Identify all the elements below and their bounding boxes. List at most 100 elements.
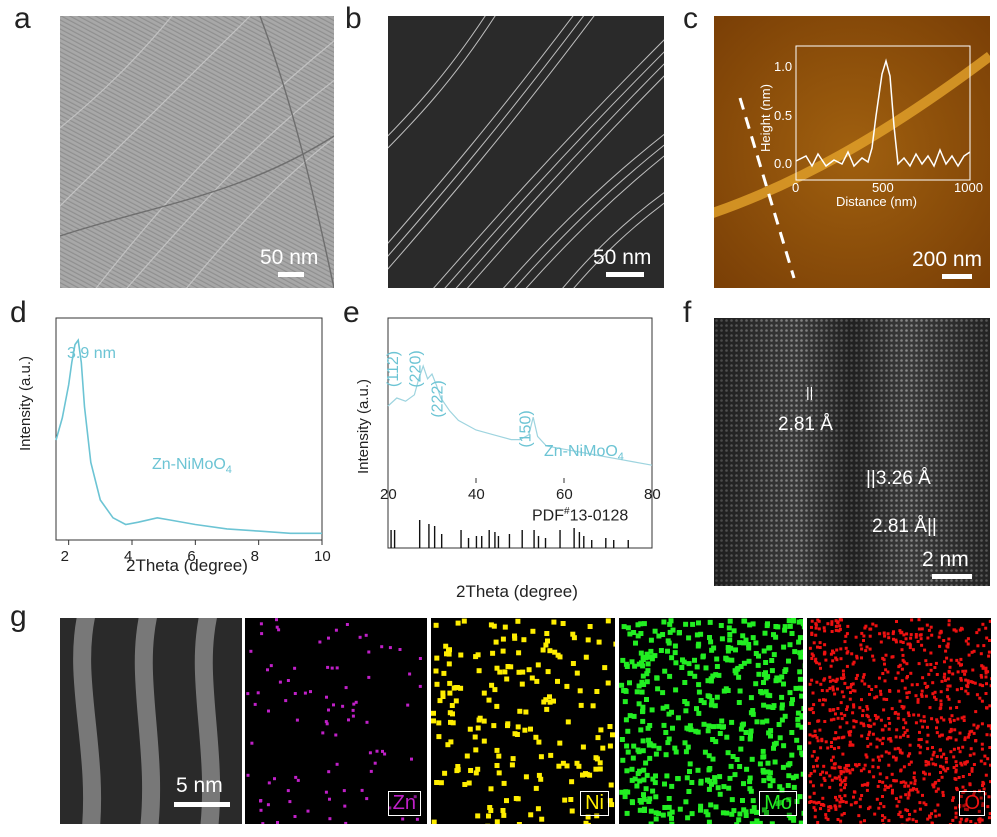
eds-dot — [858, 805, 862, 809]
eds-dot — [828, 785, 832, 789]
eds-dot — [436, 720, 442, 726]
eds-dot — [832, 651, 836, 655]
eds-dot — [834, 795, 837, 799]
eds-dot — [773, 624, 779, 629]
eds-dot — [894, 779, 898, 783]
eds-dot — [896, 746, 900, 750]
eds-dot — [788, 815, 794, 821]
eds-dot — [872, 775, 876, 779]
chart-e-annotation-pdf: PDF#13-0128 — [532, 506, 629, 525]
eds-dot — [701, 721, 707, 727]
eds-dot — [865, 737, 869, 740]
eds-dot — [989, 684, 991, 688]
eds-dot — [725, 648, 731, 654]
eds-dot — [481, 718, 487, 724]
eds-dot — [980, 722, 984, 726]
eds-dot — [663, 752, 669, 758]
eds-dot — [492, 687, 498, 693]
eds-dot — [834, 624, 838, 628]
eds-dot — [703, 665, 709, 671]
eds-dot — [797, 685, 803, 691]
eds-dot — [988, 639, 991, 642]
eds-dot — [889, 739, 893, 743]
eds-dot — [939, 690, 943, 694]
eds-dot — [815, 764, 819, 768]
eds-dot — [738, 746, 744, 752]
eds-dot — [650, 788, 656, 794]
eds-dot — [871, 654, 875, 658]
eds-dot — [966, 642, 970, 646]
eds-dot — [921, 725, 925, 729]
eds-dot — [605, 680, 611, 686]
eds-dot — [850, 652, 854, 656]
eds-dot — [779, 674, 785, 680]
eds-dot — [789, 701, 795, 707]
eds-dot — [667, 629, 673, 635]
eds-dot — [325, 722, 329, 726]
eds-dot — [767, 770, 773, 776]
eds-dot — [324, 790, 328, 794]
eds-dot — [587, 624, 593, 629]
eds-dot — [796, 619, 802, 625]
eds-dot — [449, 703, 455, 708]
eds-dot — [651, 743, 657, 749]
eds-dot — [851, 743, 855, 747]
eds-dot — [907, 690, 911, 694]
eds-dot — [929, 651, 933, 655]
eds-dot — [901, 658, 905, 662]
eds-dot — [845, 767, 849, 771]
eds-dot — [809, 780, 813, 784]
eds-dot — [851, 689, 855, 693]
eds-dot — [707, 766, 713, 771]
eds-dot — [848, 733, 852, 737]
eds-dot — [332, 703, 335, 707]
eds-dot — [807, 721, 811, 725]
eds-dot — [902, 733, 906, 737]
eds-dot — [733, 647, 738, 653]
eds-dot — [949, 736, 953, 740]
eds-dot — [754, 809, 759, 815]
eds-dot — [765, 760, 771, 766]
eds-dot — [793, 773, 799, 779]
eds-dot — [951, 818, 955, 822]
eds-dot — [865, 705, 869, 708]
eds-dot — [373, 761, 377, 765]
eds-dot — [973, 790, 976, 794]
eds-dot — [947, 637, 951, 641]
eds-dot — [787, 642, 793, 648]
eds-dot — [821, 770, 825, 774]
eds-dot — [781, 681, 786, 687]
eds-dot — [648, 808, 654, 814]
eds-dot — [844, 776, 848, 780]
eds-dot — [494, 747, 500, 753]
eds-dot — [884, 653, 888, 657]
eds-dot — [882, 631, 886, 635]
eds-dot — [939, 699, 943, 703]
eds-dot — [887, 751, 891, 755]
eds-dot — [335, 762, 339, 766]
eds-dot — [705, 812, 711, 818]
eds-dot — [261, 822, 265, 824]
eds-dot — [543, 697, 549, 703]
eds-dot — [980, 675, 984, 679]
eds-dot — [839, 788, 843, 792]
eds-dot — [853, 689, 857, 693]
eds-dot — [698, 803, 704, 809]
scale-bar-b — [606, 272, 644, 277]
eds-dot — [669, 783, 675, 789]
eds-dot — [466, 780, 472, 786]
eds-dot — [585, 814, 591, 820]
chart-d-annotation-sample: Zn-NiMoO4 — [152, 456, 232, 477]
eds-dot — [980, 742, 984, 746]
eds-dot — [750, 711, 756, 717]
eds-dot — [797, 794, 803, 800]
eds-dot — [861, 709, 865, 713]
eds-dot — [351, 714, 355, 718]
eds-label-ni: Ni — [580, 791, 609, 816]
eds-dot — [455, 764, 461, 769]
eds-dot — [662, 668, 668, 674]
eds-dot — [910, 618, 914, 622]
eds-dot — [777, 784, 783, 790]
eds-dot — [922, 777, 926, 781]
eds-dot — [607, 743, 613, 749]
